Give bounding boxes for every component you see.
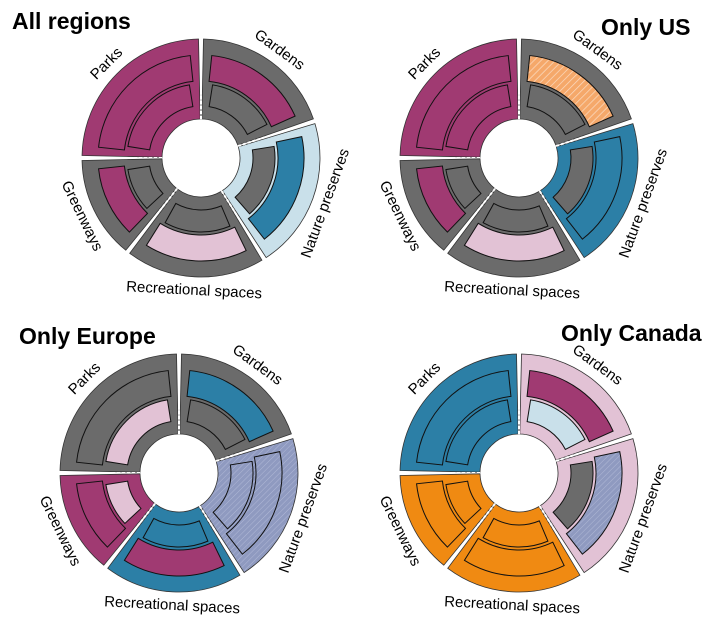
segment-band-recreational-spaces — [123, 537, 225, 577]
panel-title-only-europe: Only Europe — [19, 323, 156, 349]
segment-label-recreational-spaces: Recreational spaces — [444, 593, 581, 617]
segment-band-recreational-spaces — [145, 222, 247, 262]
panel-title-only-canada: Only Canada — [561, 320, 702, 346]
segment-inner-parks — [105, 399, 172, 466]
segment-divider — [220, 190, 265, 260]
segment-band-gardens — [186, 370, 274, 443]
segment-divider — [104, 503, 156, 568]
segment-band-parks — [416, 370, 512, 466]
segment-inner-gardens — [526, 84, 586, 136]
segment-inner-greenways — [445, 165, 482, 210]
donut-center — [481, 120, 557, 196]
segment-inner-recreational-spaces — [164, 202, 231, 233]
donut-center — [163, 120, 239, 196]
segment-inner-gardens — [186, 399, 246, 451]
segment-band-greenways — [416, 480, 467, 548]
segment-band-nature-preserves — [565, 450, 623, 555]
segment-band-greenways — [98, 165, 149, 233]
segment-divider — [555, 435, 633, 462]
segment-band-parks — [416, 55, 512, 151]
segment-divider — [126, 188, 178, 253]
segment-inner-recreational-spaces — [142, 517, 209, 548]
segment-band-nature-preserves — [225, 450, 283, 555]
segment-inner-recreational-spaces — [482, 517, 549, 548]
segment-divider — [237, 120, 315, 147]
segment-inner-parks — [127, 84, 194, 151]
segment-divider — [198, 505, 243, 575]
segment-divider — [444, 503, 496, 568]
segment-label-recreational-spaces: Recreational spaces — [104, 593, 241, 617]
segment-inner-parks — [445, 399, 512, 466]
segment-divider — [444, 188, 496, 253]
segment-inner-nature-preserves — [212, 460, 254, 530]
segment-inner-greenways — [127, 165, 164, 210]
segment-inner-gardens — [208, 84, 268, 136]
segment-inner-greenways — [105, 480, 142, 525]
segment-band-recreational-spaces — [463, 222, 565, 262]
segment-inner-nature-preserves — [234, 145, 276, 215]
segment-inner-nature-preserves — [552, 460, 594, 530]
panel-title-only-us: Only US — [601, 14, 691, 40]
segment-inner-gardens — [526, 399, 586, 451]
donut-center — [481, 435, 557, 511]
segment-inner-recreational-spaces — [482, 202, 549, 233]
segment-inner-parks — [445, 84, 512, 151]
segment-label-recreational-spaces: Recreational spaces — [126, 278, 263, 302]
segment-band-recreational-spaces — [463, 537, 565, 577]
segment-inner-greenways — [445, 480, 482, 525]
segment-band-greenways — [76, 480, 127, 548]
segment-divider — [538, 190, 583, 260]
donut-center — [141, 435, 217, 511]
segment-band-greenways — [416, 165, 467, 233]
panel-title-all-regions: All regions — [12, 8, 131, 34]
segment-inner-nature-preserves — [552, 145, 594, 215]
segment-band-gardens — [526, 55, 614, 128]
segment-divider — [215, 435, 293, 462]
segment-band-parks — [76, 370, 172, 466]
segment-divider — [555, 120, 633, 147]
segment-band-gardens — [208, 55, 296, 128]
segment-band-parks — [98, 55, 194, 151]
segment-label-recreational-spaces: Recreational spaces — [444, 278, 581, 302]
segment-band-gardens — [526, 370, 614, 443]
segment-band-nature-preserves — [565, 135, 623, 240]
segment-band-nature-preserves — [247, 135, 305, 240]
segment-divider — [538, 505, 583, 575]
